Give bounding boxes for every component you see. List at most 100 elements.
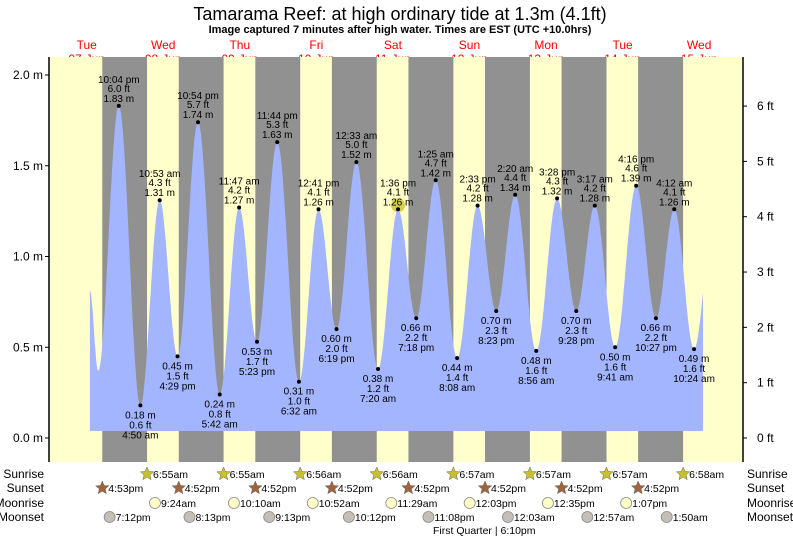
sunset-icon <box>171 480 187 495</box>
sunset-time: 4:53pm <box>108 483 143 495</box>
right-tick-label: 6 ft <box>757 99 774 113</box>
sunrise-row-label-right: Sunrise <box>747 467 788 481</box>
plot-area <box>50 57 742 462</box>
high-tide-point <box>592 203 597 208</box>
high-tide-point <box>275 140 280 145</box>
tide-height-m: 0.38 m <box>363 374 394 385</box>
tide-height-m: 1.32 m <box>542 186 573 197</box>
low-tide-point <box>653 316 658 321</box>
tide-time: 9:28 pm <box>558 336 594 347</box>
tide-height-ft: 1.6 ft <box>683 364 705 375</box>
moonrise-time: 12:35pm <box>554 498 595 510</box>
tide-height-ft: 5.0 ft <box>345 140 367 151</box>
tide-time: 9:41 am <box>597 372 633 383</box>
sunrise-time: 6:57am <box>536 469 571 481</box>
tide-height-m: 0.24 m <box>204 399 235 410</box>
low-tide-point <box>175 354 180 359</box>
low-tide-point <box>217 392 222 397</box>
tide-time: 8:23 pm <box>478 336 514 347</box>
tide-height-ft: 2.3 ft <box>485 326 507 337</box>
sunrise-time: 6:58am <box>689 469 724 481</box>
tide-height-m: 1.27 m <box>224 195 255 206</box>
tide-time: 1:36 pm <box>380 178 416 189</box>
tide-time: 8:56 am <box>518 376 554 387</box>
moonset-icon <box>502 511 514 523</box>
sunrise-icon <box>139 466 155 481</box>
day-name-label: Wed <box>687 38 711 52</box>
right-tick-label: 3 ft <box>757 265 774 279</box>
moonset-time: 1:50am <box>673 512 708 524</box>
sunset-icon <box>401 480 416 495</box>
moonset-time: 10:12pm <box>355 512 396 524</box>
tide-height-m: 1.42 m <box>420 168 451 179</box>
tide-time: 10:24 am <box>673 374 715 385</box>
tide-time: 11:44 pm <box>257 111 298 122</box>
sunrise-icon <box>216 466 231 481</box>
tide-height-ft: 0.6 ft <box>129 420 151 431</box>
right-tick-label: 5 ft <box>757 154 774 168</box>
moonrise-icon <box>306 497 319 509</box>
low-tide-point <box>296 379 301 384</box>
tide-height-m: 1.26 m <box>303 197 334 208</box>
tide-time: 4:12 am <box>656 178 692 189</box>
tide-time: 5:42 am <box>202 419 238 430</box>
tide-height-m: 0.18 m <box>125 410 156 421</box>
right-tick-label: 0 ft <box>757 431 774 445</box>
sunrise-time: 6:56am <box>383 469 418 481</box>
tide-height-m: 1.52 m <box>341 150 372 161</box>
moonrise-icon <box>149 497 161 509</box>
low-tide-point <box>613 345 618 350</box>
low-tide-point <box>494 308 499 313</box>
moonrise-icon <box>385 497 398 509</box>
tide-height-ft: 6.0 ft <box>108 84 130 95</box>
tide-height-m: 0.66 m <box>401 323 432 334</box>
low-tide-point <box>455 356 460 361</box>
tide-height-ft: 2.2 ft <box>645 333 667 344</box>
tide-height-m: 1.28 m <box>462 194 493 205</box>
tide-height-ft: 4.4 ft <box>504 173 526 184</box>
tide-height-ft: 5.3 ft <box>266 120 288 131</box>
left-tick-label: 0.5 m <box>13 340 43 354</box>
tide-time: 10:04 pm <box>98 75 140 86</box>
tide-time: 1:25 am <box>418 149 454 160</box>
tide-height-m: 1.31 m <box>144 188 175 199</box>
tide-height-ft: 2.3 ft <box>565 326 587 337</box>
tide-height-m: 1.83 m <box>104 94 135 105</box>
sunset-time: 4:52pm <box>644 483 679 495</box>
tide-height-ft: 2.2 ft <box>405 333 427 344</box>
right-tick-label: 1 ft <box>757 376 774 390</box>
sunset-icon <box>554 480 569 495</box>
moonset-row-label-left: Moonset <box>0 510 45 524</box>
tide-time: 3:28 pm <box>539 167 575 178</box>
tide-time: 5:23 pm <box>239 367 275 378</box>
high-tide-point <box>196 120 201 125</box>
tide-height-ft: 1.6 ft <box>525 366 547 377</box>
tide-height-ft: 4.2 ft <box>228 185 250 196</box>
tide-height-ft: 4.6 ft <box>625 164 647 175</box>
tide-time: 2:20 am <box>497 164 533 175</box>
tide-height-m: 0.53 m <box>242 347 273 358</box>
moonset-icon <box>422 511 435 523</box>
high-tide-point <box>316 207 321 212</box>
tide-height-m: 0.48 m <box>521 356 552 367</box>
sunrise-time: 6:57am <box>612 469 647 481</box>
chart-title: Tamarama Reef: at high ordinary tide at … <box>193 4 606 24</box>
sunset-time: 4:52pm <box>185 483 220 495</box>
sunset-time: 4:52pm <box>491 483 526 495</box>
sunset-icon <box>324 480 340 495</box>
high-tide-point <box>237 205 242 210</box>
sunrise-time: 6:56am <box>306 469 341 481</box>
low-tide-point <box>574 308 579 313</box>
day-name-label: Sat <box>384 38 403 52</box>
tide-height-m: 0.45 m <box>162 361 193 372</box>
tide-height-ft: 1.6 ft <box>604 362 626 373</box>
sunrise-icon <box>522 466 538 481</box>
tide-height-ft: 2.0 ft <box>325 344 347 355</box>
tide-height-ft: 1.2 ft <box>367 384 389 395</box>
tide-time: 10:53 am <box>139 169 181 180</box>
tide-time: 7:20 am <box>360 394 396 405</box>
moonset-time: 9:13pm <box>275 512 310 524</box>
moonset-time: 12:03am <box>514 512 555 524</box>
day-name-label: Thu <box>229 38 250 52</box>
